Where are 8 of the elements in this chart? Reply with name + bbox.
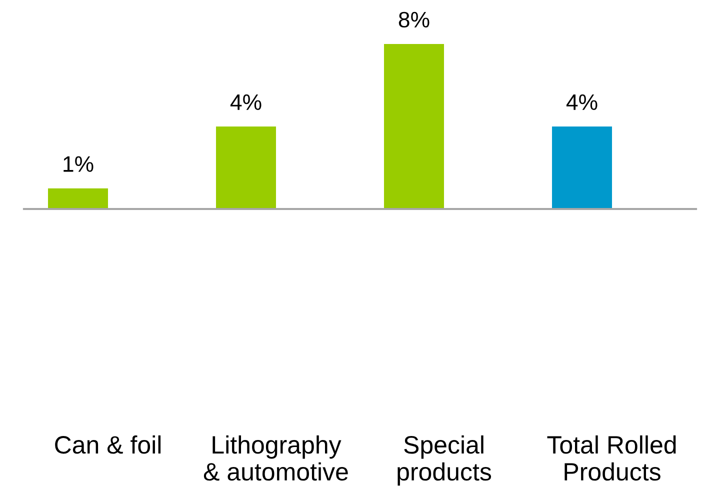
- x-tick-label: Lithography & automotive: [204, 435, 348, 481]
- x-tick-label: Total Rolled Products: [547, 435, 676, 481]
- x-tick-label: Can & foil: [55, 435, 161, 454]
- data-label: 4%: [230, 94, 262, 110]
- data-label: 1%: [64, 156, 94, 172]
- x-tick-label: Special products: [398, 435, 492, 486]
- data-label: 4%: [566, 94, 598, 110]
- data-label: 8%: [398, 12, 430, 28]
